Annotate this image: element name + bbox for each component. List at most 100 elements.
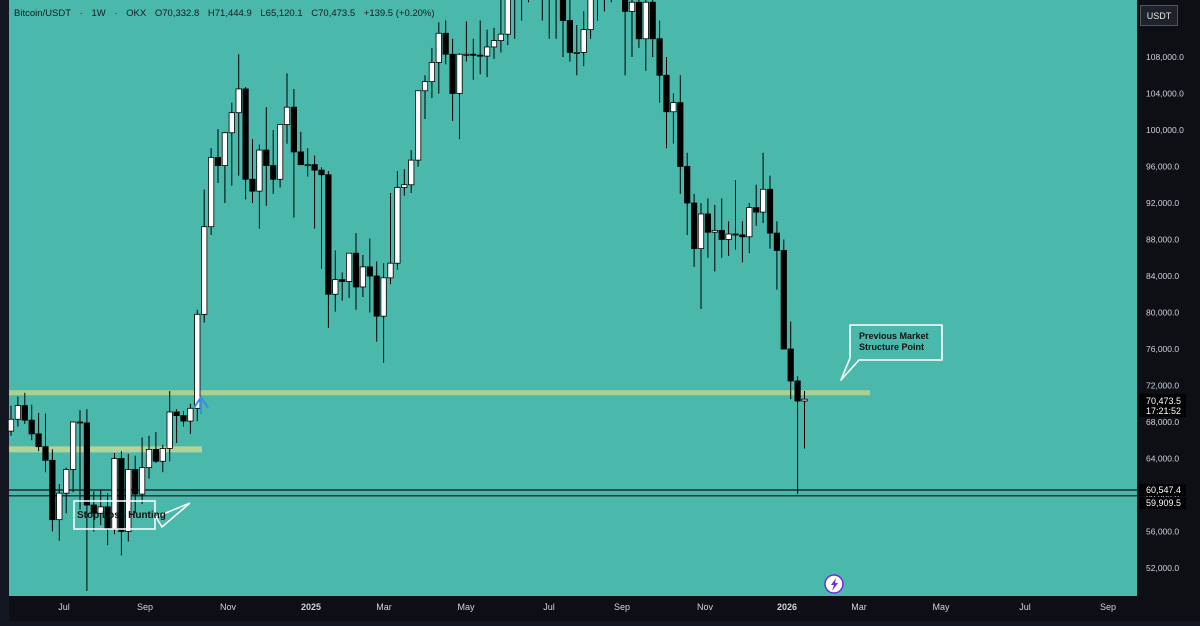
support-upper-label: 60,547.4 — [1146, 485, 1181, 495]
candle-down — [250, 179, 255, 191]
stop-loss-callout-text: Stop Loss Hunting — [77, 510, 166, 521]
candle-up — [588, 0, 593, 30]
candle-up — [64, 469, 69, 493]
candle-down — [719, 230, 724, 239]
candle-up — [436, 33, 441, 62]
candle-down — [174, 412, 179, 416]
candle-up — [422, 82, 427, 91]
high-value: H71,444.9 — [208, 8, 252, 19]
candle-up — [643, 2, 648, 39]
y-tick-label: 52,000.0 — [1146, 563, 1179, 573]
candle-down — [153, 449, 158, 461]
candle-up — [236, 89, 241, 113]
symbol-name[interactable]: Bitcoin/USDT — [14, 8, 71, 19]
candle-down — [50, 460, 55, 519]
x-tick-label: Sep — [614, 602, 630, 612]
candle-up — [726, 234, 731, 239]
candle-down — [795, 381, 800, 401]
candle-down — [471, 54, 476, 55]
candle-up — [167, 412, 172, 449]
candle-up — [208, 157, 213, 226]
candle-up — [346, 253, 351, 281]
candle-down — [22, 406, 27, 421]
candle-up — [629, 2, 634, 11]
candle-down — [271, 166, 276, 180]
candle-up — [360, 267, 365, 287]
x-tick-label: 2026 — [777, 602, 797, 612]
interval-label[interactable]: 1W — [91, 8, 105, 19]
candle-down — [43, 447, 48, 461]
candle-down — [181, 416, 186, 421]
x-tick-label: May — [932, 602, 950, 612]
candle-up — [395, 187, 400, 263]
x-tick-label: Jul — [58, 602, 70, 612]
last-price-label: 70,473.5 — [1146, 396, 1181, 406]
x-tick-label: Jul — [543, 602, 555, 612]
candle-up — [222, 133, 227, 166]
candle-down — [264, 150, 269, 166]
candle-down — [298, 152, 303, 165]
candle-up — [484, 47, 489, 56]
candle-up — [188, 408, 193, 421]
candle-down — [84, 423, 89, 505]
y-tick-label: 64,000.0 — [1146, 454, 1179, 464]
currency-button[interactable]: USDT — [1140, 5, 1178, 26]
candle-down — [657, 39, 662, 76]
exchange-label: OKX — [126, 8, 146, 19]
x-tick-label: Jul — [1019, 602, 1031, 612]
candle-down — [340, 280, 345, 282]
y-tick-label: 80,000.0 — [1146, 308, 1179, 318]
candle-up — [146, 449, 151, 467]
candle-up — [760, 189, 765, 212]
y-tick-label: 100,000.0 — [1146, 125, 1184, 135]
candle-up — [8, 419, 13, 431]
market-structure-callout-line2: Structure Point — [859, 342, 924, 352]
candle-down — [754, 208, 759, 213]
candle-down — [678, 103, 683, 167]
candle-down — [215, 157, 220, 165]
candle-up — [491, 41, 496, 47]
candle-down — [781, 250, 786, 349]
candle-up — [15, 406, 20, 420]
plot-background — [9, 0, 1137, 596]
candle-up — [505, 0, 510, 34]
candle-down — [636, 2, 641, 39]
candle-up — [747, 208, 752, 237]
close-value: C70,473.5 — [311, 8, 355, 19]
candle-down — [733, 234, 738, 235]
symbol-legend: Bitcoin/USDT · 1W · OKX O70,332.8 H71,44… — [14, 8, 441, 19]
candle-up — [457, 54, 462, 93]
candle-down — [353, 253, 358, 287]
candle-down — [443, 33, 448, 54]
candle-down — [450, 54, 455, 93]
candle-up — [229, 113, 234, 133]
candle-down — [650, 2, 655, 39]
candle-down — [77, 422, 82, 423]
candle-up — [70, 422, 75, 469]
candle-down — [567, 21, 572, 53]
price-chart[interactable]: 52,000.056,000.060,000.064,000.068,000.0… — [0, 0, 1200, 621]
candle-up — [333, 280, 338, 295]
y-tick-label: 108,000.0 — [1146, 52, 1184, 62]
candle-down — [767, 189, 772, 233]
x-tick-label: May — [457, 602, 475, 612]
candle-up — [195, 314, 200, 408]
market-structure-callout-line1: Previous Market — [859, 331, 929, 341]
candle-down — [560, 0, 565, 21]
candle-down — [788, 349, 793, 381]
candle-up — [402, 185, 407, 188]
candle-down — [685, 167, 690, 204]
y-tick-label: 96,000.0 — [1146, 162, 1179, 172]
candle-down — [664, 75, 669, 112]
countdown-label: 17:21:52 — [1146, 406, 1181, 416]
candle-up — [388, 263, 393, 278]
candle-up — [574, 52, 579, 53]
candle-down — [478, 55, 483, 56]
candle-up — [277, 125, 282, 180]
candle-up — [284, 107, 289, 124]
candle-down — [691, 203, 696, 249]
candle-up — [305, 165, 310, 166]
candle-up — [698, 214, 703, 249]
x-tick-label: Sep — [137, 602, 153, 612]
open-value: O70,332.8 — [155, 8, 199, 19]
